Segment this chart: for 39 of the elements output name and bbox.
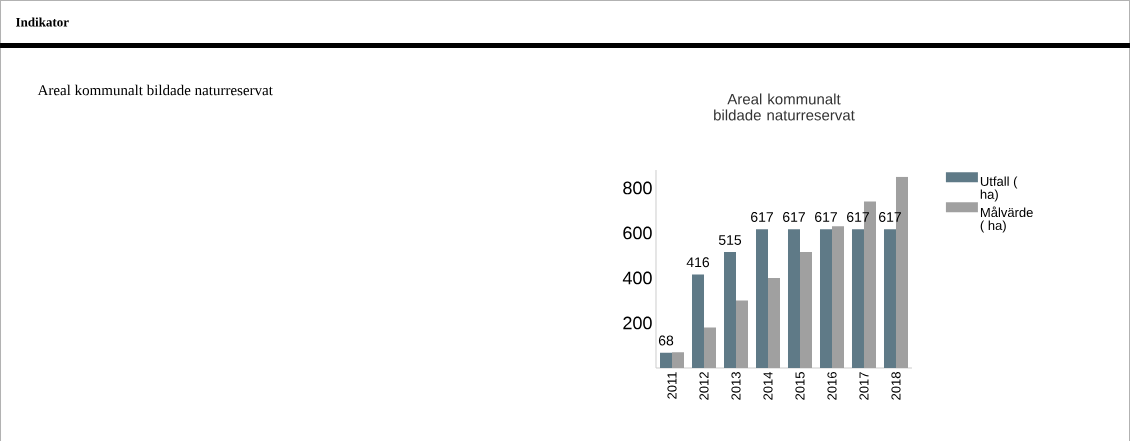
data-label: 68 [658,335,674,346]
bar [756,229,768,368]
y-tick-label: 200 [623,316,652,330]
bar [788,229,800,368]
bar [724,252,736,368]
text: Indikator [15,17,69,27]
x-tick-label: 2012 [699,372,709,400]
text: Areal kommunalt bildade naturreservat [37,84,273,96]
data-label: 617 [783,212,805,222]
x-tick-label: 2013 [731,372,741,400]
data-label: 617 [751,212,773,222]
chart-title: Areal kommunalt bildade naturreservat [714,93,855,121]
bar [704,327,716,368]
y-tick-label: 400 [622,271,652,285]
legend-label: Målvärde ( ha) [980,206,1033,233]
data-label: 617 [815,212,837,222]
x-tick-label: 2017 [859,372,869,400]
data-label: 515 [718,235,742,245]
bar [692,274,704,368]
bar [736,300,748,368]
y-tick-label: 600 [623,226,652,240]
data-label: 617 [847,212,869,222]
x-tick-label: 2014 [763,371,773,400]
data-label: 416 [686,257,710,268]
bar [820,229,832,368]
bar [768,277,780,368]
x-tick-label: 2018 [891,372,901,400]
y-tick-label: 800 [623,181,652,195]
bar [851,229,864,368]
bar [672,352,684,368]
bar [800,252,812,368]
x-tick-label: 2016 [827,372,837,400]
bar [660,352,672,368]
bar [832,226,844,368]
x-tick-label: 2015 [795,372,805,400]
data-label: 617 [879,212,901,222]
bar [884,229,896,368]
legend-label: Utfall ( ha) [980,176,1018,202]
x-tick-label: 2011 [667,372,677,399]
